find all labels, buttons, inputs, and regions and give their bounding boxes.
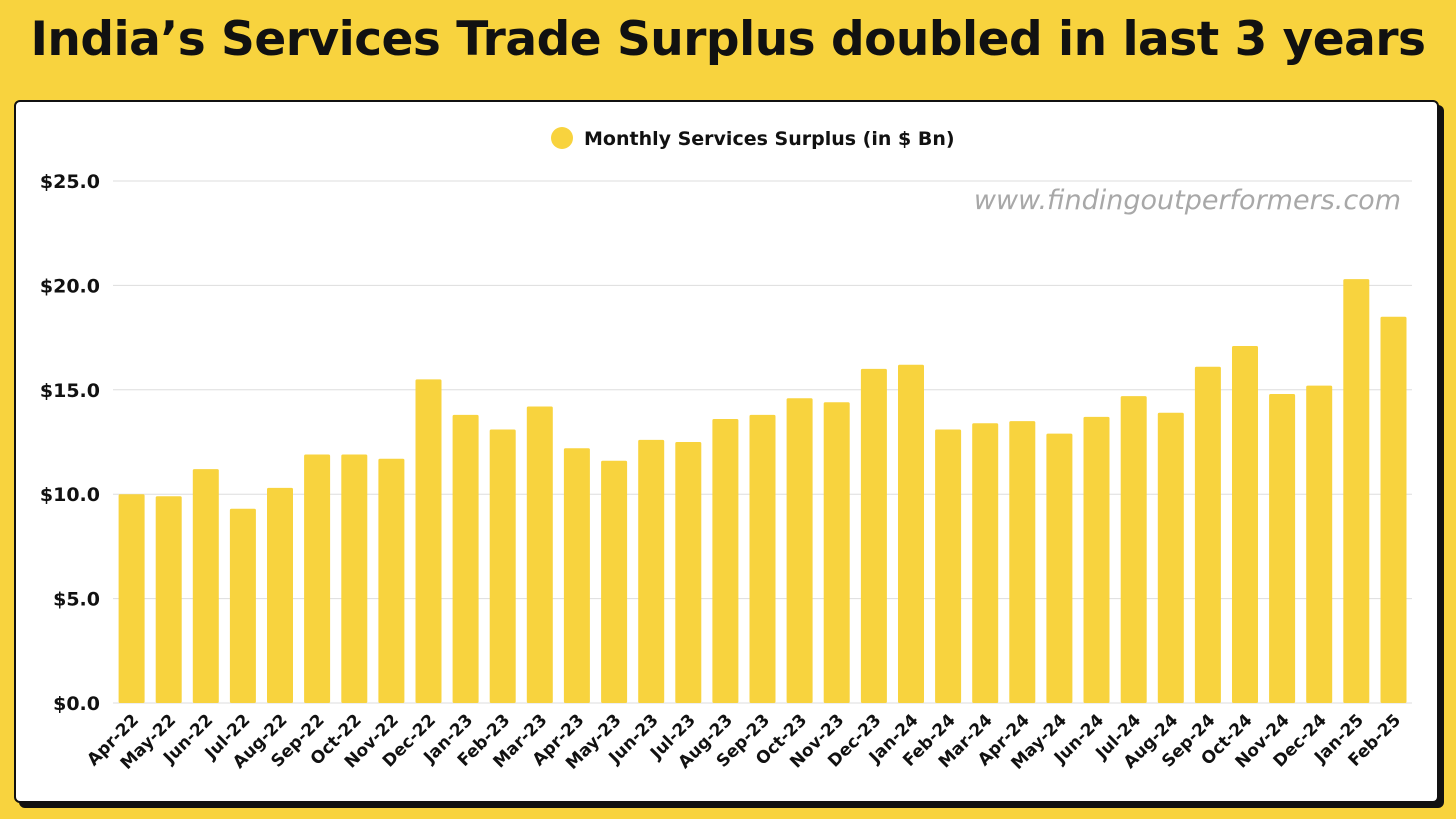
legend: Monthly Services Surplus (in $ Bn) [551,127,955,150]
bar [267,487,293,703]
bar [1343,279,1370,703]
bar [415,379,442,703]
bar [1306,385,1333,703]
y-tick-label: $5.0 [53,589,100,611]
bar [972,423,999,703]
bar [860,368,887,703]
chart-card: $0.0 $5.0 $10.0 $15.0 $20.0 $25.0 Apr-22 May-2… [14,100,1439,803]
bar [1046,433,1073,703]
y-tick-label: $20.0 [40,275,100,297]
x-axis-ticks: Apr-22May-22Jun-22Jul-22Aug-22Sep-22Oct-… [83,710,1405,774]
bar [1009,421,1036,703]
legend-marker [551,127,573,149]
bar [601,460,628,703]
headline: India’s Services Trade Surplus doubled i… [30,12,1426,67]
bar [192,469,219,703]
y-tick-label: $0.0 [53,693,100,715]
bar [1083,416,1110,703]
bar [823,402,850,703]
bar [898,364,924,703]
bar-chart: $0.0 $5.0 $10.0 $15.0 $20.0 $25.0 Apr-22May-2… [40,127,1412,774]
bar [638,439,665,703]
bar [229,508,256,703]
bar [712,419,739,703]
bar [935,429,962,703]
bar [341,454,368,703]
bar [1120,396,1147,703]
bar [675,442,702,703]
bar [155,496,182,703]
bar [1157,412,1184,703]
bar [749,414,776,703]
bar [1194,366,1221,703]
bar [1380,316,1407,703]
y-tick-label: $25.0 [40,171,100,193]
bar [378,458,405,703]
bar [1232,346,1258,703]
y-tick-label: $10.0 [40,484,100,506]
bar [1269,394,1296,703]
bars [118,279,1407,703]
y-tick-label: $15.0 [40,380,100,402]
bar [786,398,813,703]
bar [489,429,516,703]
y-axis-ticks: $0.0 $5.0 $10.0 $15.0 $20.0 $25.0 [40,171,100,715]
bar [118,494,145,703]
watermark: www.findingoutperformers.com [974,185,1401,216]
bar [563,448,590,703]
legend-label: Monthly Services Surplus (in $ Bn) [584,128,955,150]
bar [304,454,331,703]
bar [452,414,479,703]
bar [526,406,553,703]
